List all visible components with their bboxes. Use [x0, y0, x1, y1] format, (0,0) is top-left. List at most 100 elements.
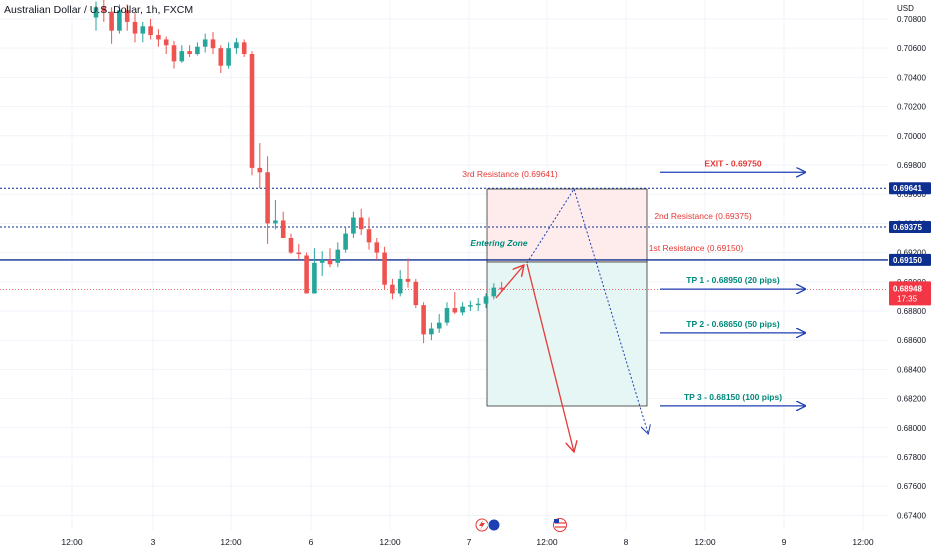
candle[interactable]	[179, 45, 185, 63]
candle[interactable]	[171, 40, 177, 69]
candle-body	[280, 220, 286, 238]
up-move-arrow[interactable]	[495, 265, 524, 299]
event-icons[interactable]	[475, 518, 567, 532]
candle[interactable]	[101, 0, 107, 22]
currency-label: USD	[897, 4, 914, 13]
candle[interactable]	[226, 42, 231, 69]
candle-body	[265, 172, 270, 224]
candle-body	[296, 252, 302, 255]
level-lines	[0, 187, 888, 290]
candle[interactable]	[109, 7, 114, 44]
annotations[interactable]: 3rd Resistance (0.69641) 2nd Resistance (…	[462, 158, 805, 452]
candle[interactable]	[429, 322, 434, 341]
candle[interactable]	[475, 297, 481, 311]
candle[interactable]	[93, 1, 99, 31]
candle[interactable]	[257, 143, 263, 189]
candle[interactable]	[273, 200, 278, 230]
aud-flag-icon[interactable]	[487, 518, 501, 532]
projected-path-arrow[interactable]	[526, 187, 648, 433]
candle[interactable]	[390, 278, 395, 300]
candle[interactable]	[288, 233, 294, 255]
candle[interactable]	[218, 45, 224, 74]
candle[interactable]	[405, 258, 411, 288]
target-arrow[interactable]: EXIT - 0.69750	[660, 158, 805, 172]
candle[interactable]	[460, 302, 465, 316]
candle[interactable]	[156, 29, 161, 47]
candle[interactable]	[483, 293, 489, 309]
target-arrow[interactable]: TP 3 - 0.68150 (100 pips)	[660, 392, 805, 406]
candle-body	[132, 21, 138, 34]
candle[interactable]	[202, 33, 208, 53]
candle[interactable]	[444, 302, 450, 326]
grid	[0, 0, 888, 530]
candle-body	[101, 7, 107, 12]
current-price-text: 0.68948	[893, 284, 922, 293]
candle-body	[390, 284, 395, 294]
countdown-text: 17:35	[897, 294, 918, 303]
candle[interactable]	[343, 226, 348, 253]
candle[interactable]	[452, 292, 458, 314]
candle[interactable]	[351, 211, 356, 238]
candle-body	[195, 46, 200, 55]
axes: 0.70800 0.70600 0.70400 0.70200 0.70000 0.698…	[61, 15, 926, 547]
candle-body	[460, 306, 465, 313]
third-resistance-tag: 0.69641	[889, 182, 931, 195]
candle[interactable]	[280, 211, 286, 238]
candle[interactable]	[163, 36, 169, 55]
support-zone[interactable]	[486, 261, 648, 407]
candle[interactable]	[241, 39, 247, 57]
candle-body	[475, 303, 481, 306]
candles[interactable]	[93, 0, 504, 344]
time-tick-label: 7	[467, 537, 472, 547]
candle[interactable]	[397, 270, 403, 297]
candle[interactable]	[148, 18, 153, 40]
candle[interactable]	[187, 45, 192, 57]
price-tick-label: 0.68200	[897, 395, 926, 404]
candle[interactable]	[382, 246, 387, 290]
target-arrow[interactable]: TP 2 - 0.68650 (50 pips)	[660, 319, 805, 333]
candle[interactable]	[319, 251, 325, 276]
candle[interactable]	[374, 237, 380, 260]
candle-body	[429, 328, 434, 335]
candle[interactable]	[491, 283, 497, 300]
candle[interactable]	[335, 242, 341, 268]
candle[interactable]	[468, 300, 473, 311]
candle[interactable]	[249, 51, 255, 176]
resistance-zone[interactable]	[486, 188, 648, 263]
candle[interactable]	[413, 278, 419, 309]
candle[interactable]	[195, 42, 200, 56]
candle[interactable]	[366, 217, 372, 250]
candle[interactable]	[327, 248, 333, 268]
candle-body	[327, 259, 333, 265]
candle[interactable]	[140, 21, 146, 43]
candle-body	[499, 287, 504, 290]
candle[interactable]	[358, 208, 364, 236]
target-arrow[interactable]: TP 1 - 0.68950 (20 pips)	[660, 275, 805, 289]
candle[interactable]	[265, 156, 270, 244]
price-tag-text: 0.69375	[893, 223, 922, 232]
candle[interactable]	[210, 32, 216, 55]
price-tick-label: 0.67800	[897, 453, 926, 462]
candle[interactable]	[124, 4, 130, 31]
candle[interactable]	[312, 248, 317, 294]
candle-body	[234, 42, 239, 49]
candle-body	[397, 278, 403, 294]
price-tick-label: 0.70000	[897, 132, 926, 141]
target-label: TP 3 - 0.68150 (100 pips)	[684, 392, 782, 402]
candle[interactable]	[421, 302, 426, 344]
down-move-arrow[interactable]	[526, 263, 574, 452]
time-tick-label: 12:00	[536, 537, 558, 547]
candle[interactable]	[234, 37, 239, 55]
candle[interactable]	[436, 313, 442, 333]
candle[interactable]	[296, 243, 302, 260]
candle[interactable]	[499, 281, 504, 293]
candle[interactable]	[117, 4, 122, 34]
candle[interactable]	[304, 252, 309, 294]
price-tick-label: 0.69800	[897, 161, 926, 170]
candle-body	[156, 35, 161, 40]
time-tick-label: 12:00	[379, 537, 401, 547]
candle-body	[273, 220, 278, 224]
candle[interactable]	[132, 13, 138, 43]
